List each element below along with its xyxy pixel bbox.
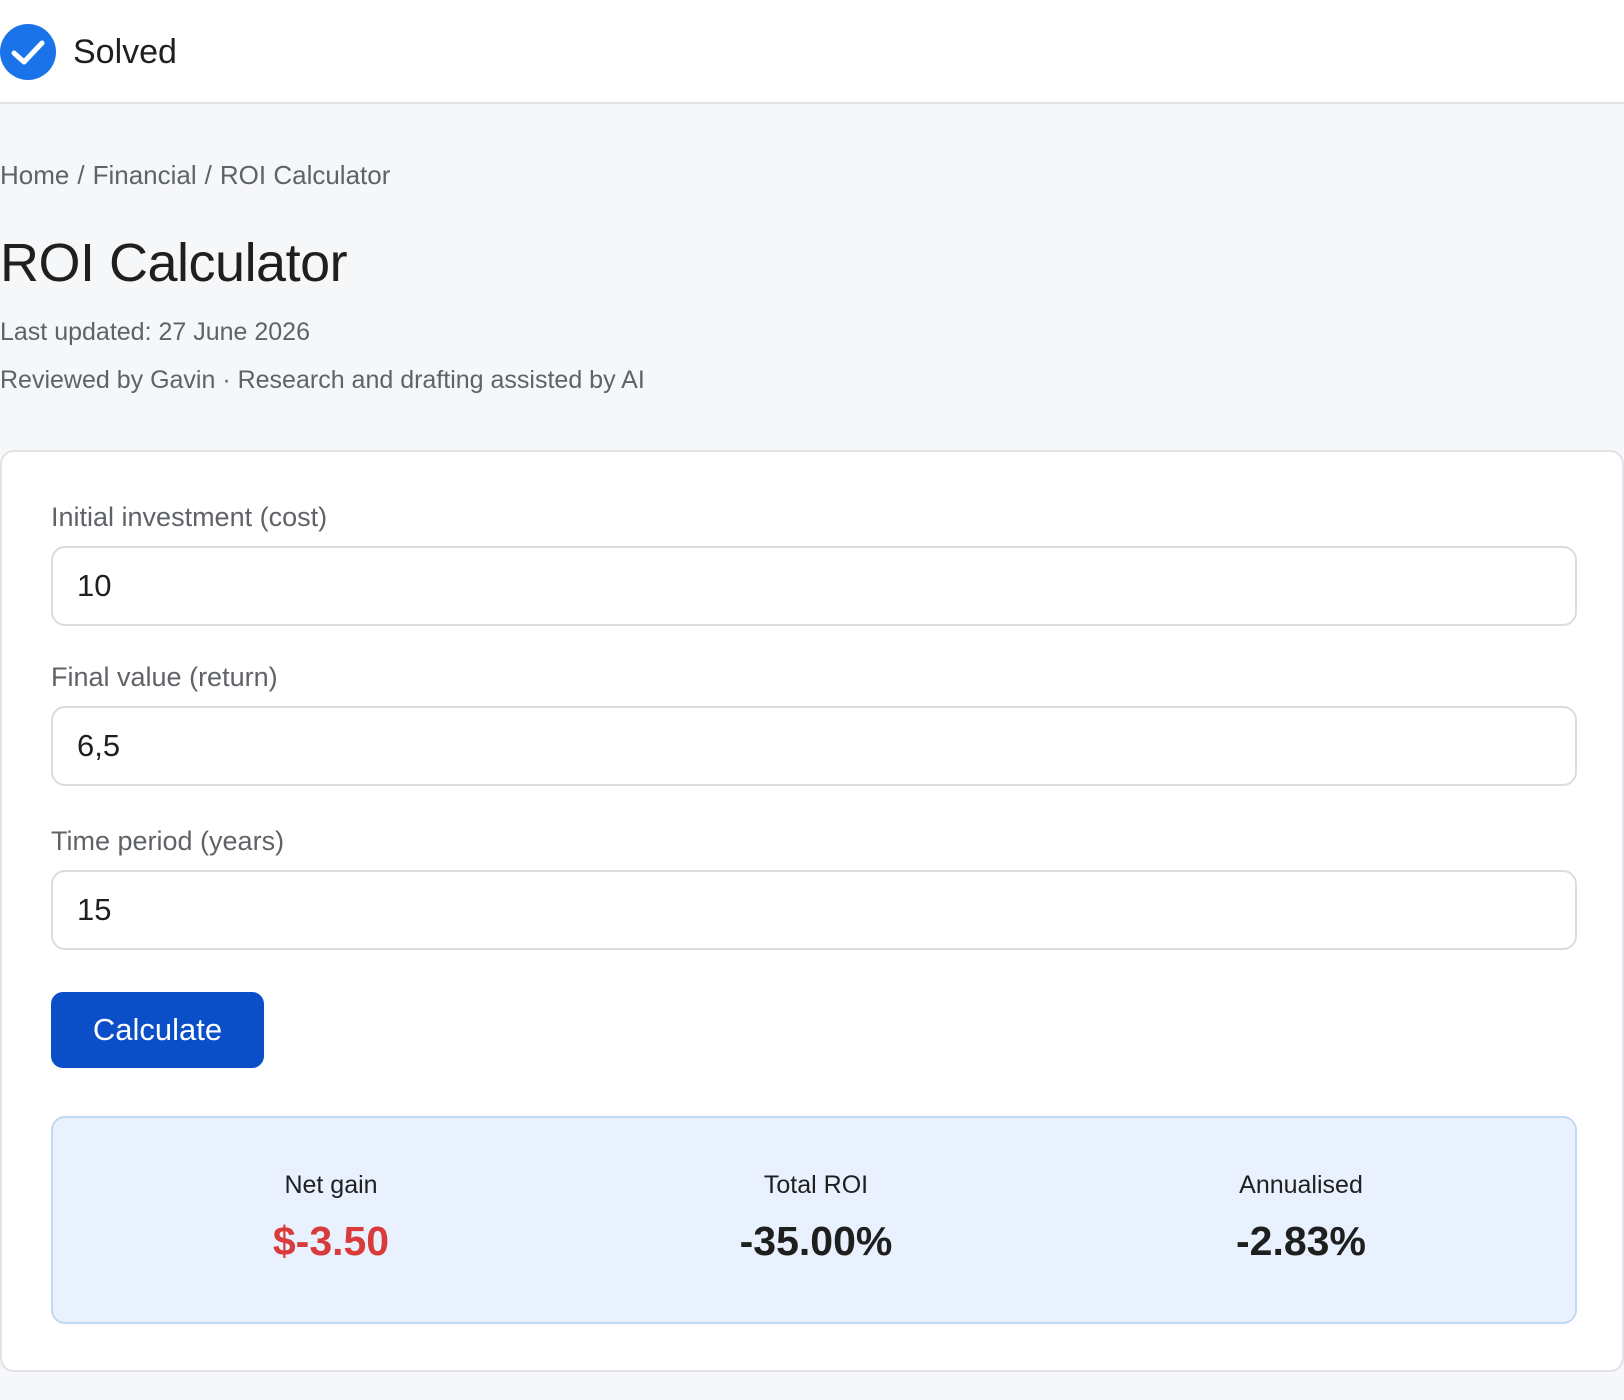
breadcrumb: Home / Financial / ROI Calculator xyxy=(0,158,390,192)
calculator-card: Initial investment (cost) Final value (r… xyxy=(0,450,1624,1372)
results-panel: Net gain $-3.50 Total ROI -35.00% Annual… xyxy=(51,1116,1577,1324)
check-circle-icon xyxy=(0,24,56,80)
breadcrumb-financial[interactable]: Financial xyxy=(92,160,197,190)
final-value-input[interactable] xyxy=(51,706,1577,786)
author-credit: Reviewed by Gavin · Research and draftin… xyxy=(0,366,645,394)
net-gain-value: $-3.50 xyxy=(272,1218,390,1264)
breadcrumb-separator: / xyxy=(77,160,85,190)
total-roi-value: -35.00% xyxy=(739,1218,893,1264)
annualised-result: Annualised -2.83% xyxy=(1101,1168,1501,1266)
status-label: Solved xyxy=(73,33,177,71)
calculate-button[interactable]: Calculate xyxy=(51,992,264,1068)
initial-investment-label: Initial investment (cost) xyxy=(51,502,328,532)
breadcrumb-current: ROI Calculator xyxy=(219,160,391,190)
breadcrumb-separator: / xyxy=(204,160,212,190)
last-updated: Last updated: 27 June 2026 xyxy=(0,318,310,346)
net-gain-label: Net gain xyxy=(284,1171,378,1199)
total-roi-result: Total ROI -35.00% xyxy=(616,1168,1016,1266)
net-gain-result: Net gain $-3.50 xyxy=(131,1168,531,1266)
annualised-label: Annualised xyxy=(1239,1171,1363,1199)
annualised-value: -2.83% xyxy=(1236,1218,1366,1264)
page-title: ROI Calculator xyxy=(0,233,348,293)
final-value-label: Final value (return) xyxy=(51,662,278,692)
total-roi-label: Total ROI xyxy=(763,1171,869,1199)
time-period-label: Time period (years) xyxy=(51,826,285,856)
time-period-input[interactable] xyxy=(51,870,1577,950)
breadcrumb-home[interactable]: Home xyxy=(0,160,70,190)
initial-investment-input[interactable] xyxy=(51,546,1577,626)
top-bar: Solved xyxy=(0,0,1624,104)
